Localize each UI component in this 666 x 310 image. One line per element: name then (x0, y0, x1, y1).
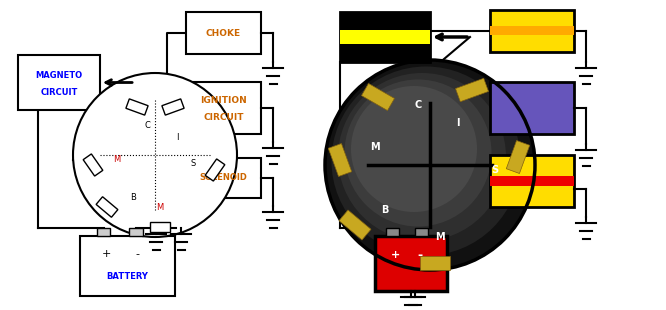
Text: CIRCUIT: CIRCUIT (41, 88, 78, 97)
Polygon shape (362, 83, 394, 111)
Polygon shape (126, 99, 148, 115)
Text: M: M (370, 142, 380, 152)
Polygon shape (420, 256, 450, 270)
Text: M: M (113, 156, 121, 165)
Text: -: - (135, 249, 139, 259)
Bar (80, 236, 175, 296)
Text: S: S (190, 158, 196, 167)
Text: IGNITION: IGNITION (200, 96, 247, 105)
Text: SOLENOID: SOLENOID (200, 174, 248, 183)
Bar (340, 12, 430, 62)
Bar (490, 176, 574, 186)
Circle shape (351, 86, 477, 212)
Text: C: C (144, 121, 150, 130)
Bar (490, 10, 574, 52)
Circle shape (338, 73, 506, 241)
Polygon shape (83, 154, 103, 176)
Text: MAGNETO: MAGNETO (35, 71, 83, 80)
Text: B: B (130, 193, 136, 202)
Polygon shape (339, 210, 371, 240)
Bar (340, 30, 430, 44)
Bar (415, 228, 428, 236)
Text: M: M (157, 202, 164, 211)
Polygon shape (150, 222, 170, 232)
Bar (18, 55, 100, 110)
Bar (490, 26, 574, 35)
Circle shape (332, 67, 521, 255)
Text: +: + (390, 250, 400, 260)
Bar (186, 158, 261, 198)
Text: -: - (417, 249, 422, 262)
Text: B: B (382, 205, 389, 215)
Text: I: I (176, 132, 178, 141)
Bar (186, 82, 261, 134)
Circle shape (325, 60, 535, 270)
Polygon shape (96, 197, 118, 217)
Bar (97, 228, 111, 236)
Text: I: I (456, 118, 460, 128)
Bar (375, 236, 447, 291)
Circle shape (73, 73, 237, 237)
Polygon shape (328, 144, 352, 176)
Text: S: S (492, 165, 499, 175)
Bar (129, 228, 143, 236)
Polygon shape (456, 78, 488, 102)
Polygon shape (162, 99, 184, 115)
Bar (386, 228, 399, 236)
Polygon shape (205, 159, 225, 181)
Text: +: + (102, 249, 111, 259)
Bar (186, 12, 261, 54)
Bar (490, 155, 574, 207)
Text: CIRCUIT: CIRCUIT (203, 113, 244, 122)
Circle shape (344, 79, 492, 227)
Text: CHOKE: CHOKE (206, 29, 241, 38)
Text: M: M (435, 232, 445, 242)
Text: C: C (414, 100, 422, 110)
Polygon shape (506, 140, 529, 174)
Text: BATTERY: BATTERY (107, 272, 149, 281)
Bar (490, 82, 574, 134)
